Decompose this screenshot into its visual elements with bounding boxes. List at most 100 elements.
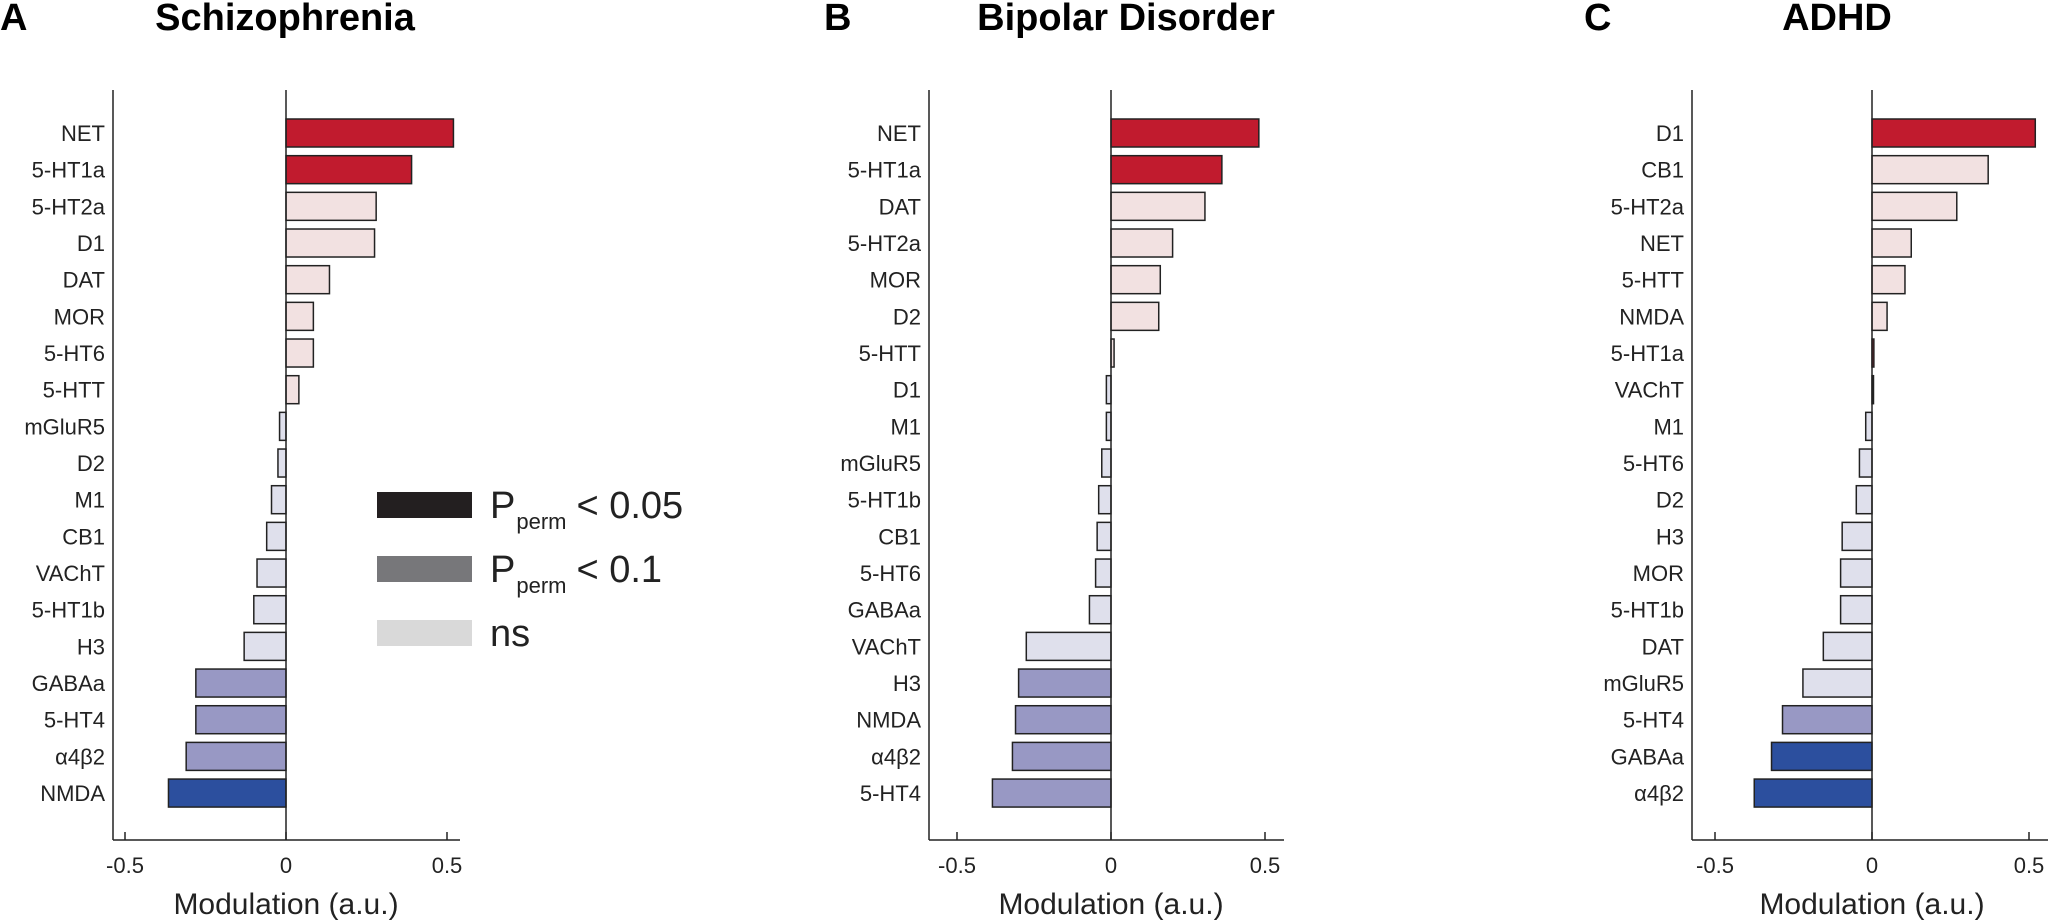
legend-swatch-trend bbox=[377, 556, 472, 582]
category-label-a-17: α4β2 bbox=[55, 744, 105, 769]
bar-c-9 bbox=[1858, 448, 1873, 478]
category-label-c-12: MOR bbox=[1633, 561, 1684, 586]
category-label-b-8: M1 bbox=[890, 414, 921, 439]
bar-c-15 bbox=[1802, 668, 1873, 698]
bar-c-4 bbox=[1871, 264, 1906, 295]
category-label-b-6: 5-HTT bbox=[859, 341, 921, 366]
bar-a-18 bbox=[167, 778, 287, 808]
category-label-a-0: NET bbox=[61, 121, 105, 146]
x-tick-label-b-2: 0.5 bbox=[1250, 853, 1281, 878]
bar-b-3 bbox=[1110, 228, 1174, 258]
category-label-c-11: H3 bbox=[1656, 524, 1684, 549]
bar-b-12 bbox=[1094, 558, 1112, 588]
x-axis-title-a: Modulation (a.u.) bbox=[173, 888, 398, 921]
bar-a-13 bbox=[253, 594, 287, 625]
bars-a: NET 5-HT1a 5-HT2a D1 DAT MOR 5-HT6 5-HTT mGluR5 D… bbox=[24, 90, 462, 921]
bar-a-3 bbox=[285, 228, 376, 258]
category-label-c-8: M1 bbox=[1653, 414, 1684, 439]
bar-a-2 bbox=[285, 191, 377, 222]
category-label-c-13: 5-HT1b bbox=[1611, 598, 1684, 623]
category-label-a-11: CB1 bbox=[62, 524, 105, 549]
category-label-a-3: D1 bbox=[77, 231, 105, 256]
category-label-b-15: H3 bbox=[893, 671, 921, 696]
category-label-b-17: α4β2 bbox=[871, 744, 921, 769]
legend-label-trend-tail: < 0.1 bbox=[576, 549, 662, 591]
category-label-c-17: GABAa bbox=[1611, 744, 1685, 769]
category-label-a-6: 5-HT6 bbox=[44, 341, 105, 366]
bar-b-5 bbox=[1110, 301, 1160, 332]
bar-a-0 bbox=[285, 118, 455, 148]
bar-a-1 bbox=[285, 154, 413, 185]
category-label-a-8: mGluR5 bbox=[24, 414, 105, 439]
bar-c-3 bbox=[1871, 228, 1912, 258]
bar-b-17 bbox=[1011, 741, 1112, 772]
panel-b: B Bipolar Disorder NET 5-HT1a DAT 5-HT2a MOR… bbox=[824, 0, 1284, 921]
legend-label-trend-sub: perm bbox=[516, 573, 566, 598]
x-tick-label-a-1: 0 bbox=[280, 853, 292, 878]
panel-letter-a: A bbox=[0, 0, 27, 39]
bar-a-15 bbox=[195, 668, 287, 698]
bar-b-9 bbox=[1101, 448, 1112, 478]
bar-b-18 bbox=[991, 778, 1112, 808]
legend-label-trend-main: P bbox=[490, 549, 515, 591]
category-label-c-1: CB1 bbox=[1641, 158, 1684, 183]
bar-b-0 bbox=[1110, 118, 1260, 148]
legend-swatch-sig bbox=[377, 492, 472, 518]
category-label-c-7: VAChT bbox=[1615, 378, 1684, 403]
panel-title-b: Bipolar Disorder bbox=[977, 0, 1275, 39]
category-label-c-6: 5-HT1a bbox=[1611, 341, 1685, 366]
category-label-b-13: GABAa bbox=[848, 598, 922, 623]
category-label-b-3: 5-HT2a bbox=[848, 231, 922, 256]
bar-a-10 bbox=[270, 484, 287, 515]
x-tick-label-a-2: 0.5 bbox=[432, 853, 463, 878]
bar-a-6 bbox=[285, 338, 315, 368]
category-label-b-14: VAChT bbox=[852, 634, 921, 659]
category-label-b-12: 5-HT6 bbox=[860, 561, 921, 586]
bar-a-14 bbox=[243, 631, 287, 662]
bar-a-17 bbox=[185, 741, 287, 772]
bars-b: NET 5-HT1a DAT 5-HT2a MOR D2 5-HTT D1 M1 mGluR5 5-… bbox=[840, 90, 1284, 921]
category-label-a-4: DAT bbox=[63, 268, 105, 293]
panel-title-c: ADHD bbox=[1782, 0, 1892, 39]
category-label-b-4: MOR bbox=[870, 268, 921, 293]
bar-a-9 bbox=[277, 448, 287, 478]
category-label-c-2: 5-HT2a bbox=[1611, 194, 1685, 219]
bar-a-7 bbox=[285, 374, 300, 405]
panel-c: C ADHD D1 CB1 5-HT2a NET 5-HTT NMDA 5-HT1a VACh… bbox=[1584, 0, 2048, 921]
bar-c-13 bbox=[1839, 594, 1873, 625]
category-label-c-16: 5-HT4 bbox=[1623, 708, 1684, 733]
category-label-b-9: mGluR5 bbox=[840, 451, 921, 476]
category-label-a-5: MOR bbox=[54, 304, 105, 329]
category-label-c-18: α4β2 bbox=[1634, 781, 1684, 806]
category-label-b-11: CB1 bbox=[878, 524, 921, 549]
category-label-c-15: mGluR5 bbox=[1603, 671, 1684, 696]
category-label-a-2: 5-HT2a bbox=[32, 194, 106, 219]
category-label-a-12: VAChT bbox=[36, 561, 105, 586]
legend-label-sig-sub: perm bbox=[516, 509, 566, 534]
bar-b-1 bbox=[1110, 154, 1223, 185]
category-label-b-1: 5-HT1a bbox=[848, 158, 922, 183]
bar-b-13 bbox=[1088, 594, 1112, 625]
x-tick-label-a-0: -0.5 bbox=[106, 853, 144, 878]
category-label-a-7: 5-HTT bbox=[43, 378, 105, 403]
category-label-c-5: NMDA bbox=[1619, 304, 1684, 329]
category-label-c-10: D2 bbox=[1656, 488, 1684, 513]
category-label-a-10: M1 bbox=[74, 488, 105, 513]
bar-b-4 bbox=[1110, 264, 1162, 295]
bar-c-16 bbox=[1781, 704, 1873, 735]
bar-c-11 bbox=[1841, 521, 1873, 552]
legend-label-trend: Pperm < 0.1 bbox=[490, 549, 662, 598]
bar-a-11 bbox=[265, 521, 287, 552]
panel-a: A Schizophrenia NET 5-HT1a 5-HT2a D1 DAT MOR 5… bbox=[0, 0, 462, 921]
legend-label-ns: ns bbox=[490, 613, 530, 655]
bar-a-12 bbox=[256, 558, 287, 588]
bar-c-17 bbox=[1770, 741, 1873, 772]
bar-b-14 bbox=[1025, 631, 1112, 662]
x-axis-title-c: Modulation (a.u.) bbox=[1759, 888, 1984, 921]
legend-label-sig-tail: < 0.05 bbox=[576, 485, 683, 527]
panel-title-a: Schizophrenia bbox=[155, 0, 416, 39]
bar-a-8 bbox=[278, 411, 287, 442]
bar-c-5 bbox=[1871, 301, 1888, 332]
category-label-a-14: H3 bbox=[77, 634, 105, 659]
